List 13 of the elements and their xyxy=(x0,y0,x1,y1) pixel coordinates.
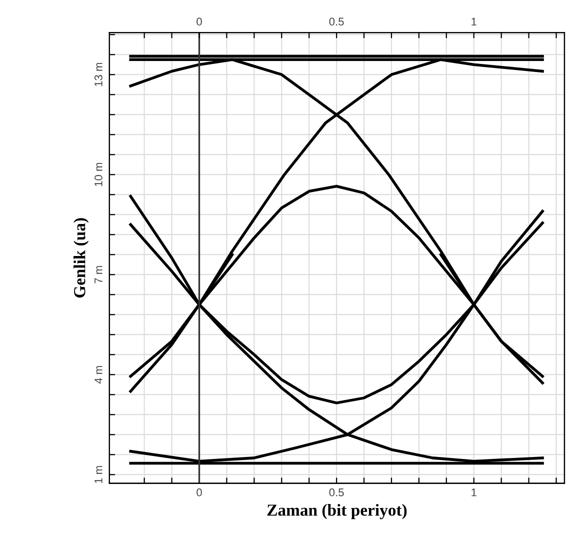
x-tick-label: 1 xyxy=(472,488,476,496)
x2-tick-label: 0 xyxy=(196,18,202,26)
x-tick-label: 0.5 xyxy=(329,488,344,496)
y-tick-label: 7 m xyxy=(94,266,102,284)
y-tick-label: 10 m xyxy=(94,162,102,186)
y-tick-label: 1 m xyxy=(94,466,102,484)
y-tick-label: 4 m xyxy=(94,366,102,384)
y-axis-title: Genlik (ua) xyxy=(74,218,89,298)
y-tick-label: 13 m xyxy=(94,62,102,86)
x2-tick-label: 0.5 xyxy=(329,18,344,26)
x2-tick-label: 1 xyxy=(472,18,476,26)
x-tick-label: 0 xyxy=(196,488,202,496)
x-axis-title: Zaman (bit periyot) xyxy=(267,504,407,520)
